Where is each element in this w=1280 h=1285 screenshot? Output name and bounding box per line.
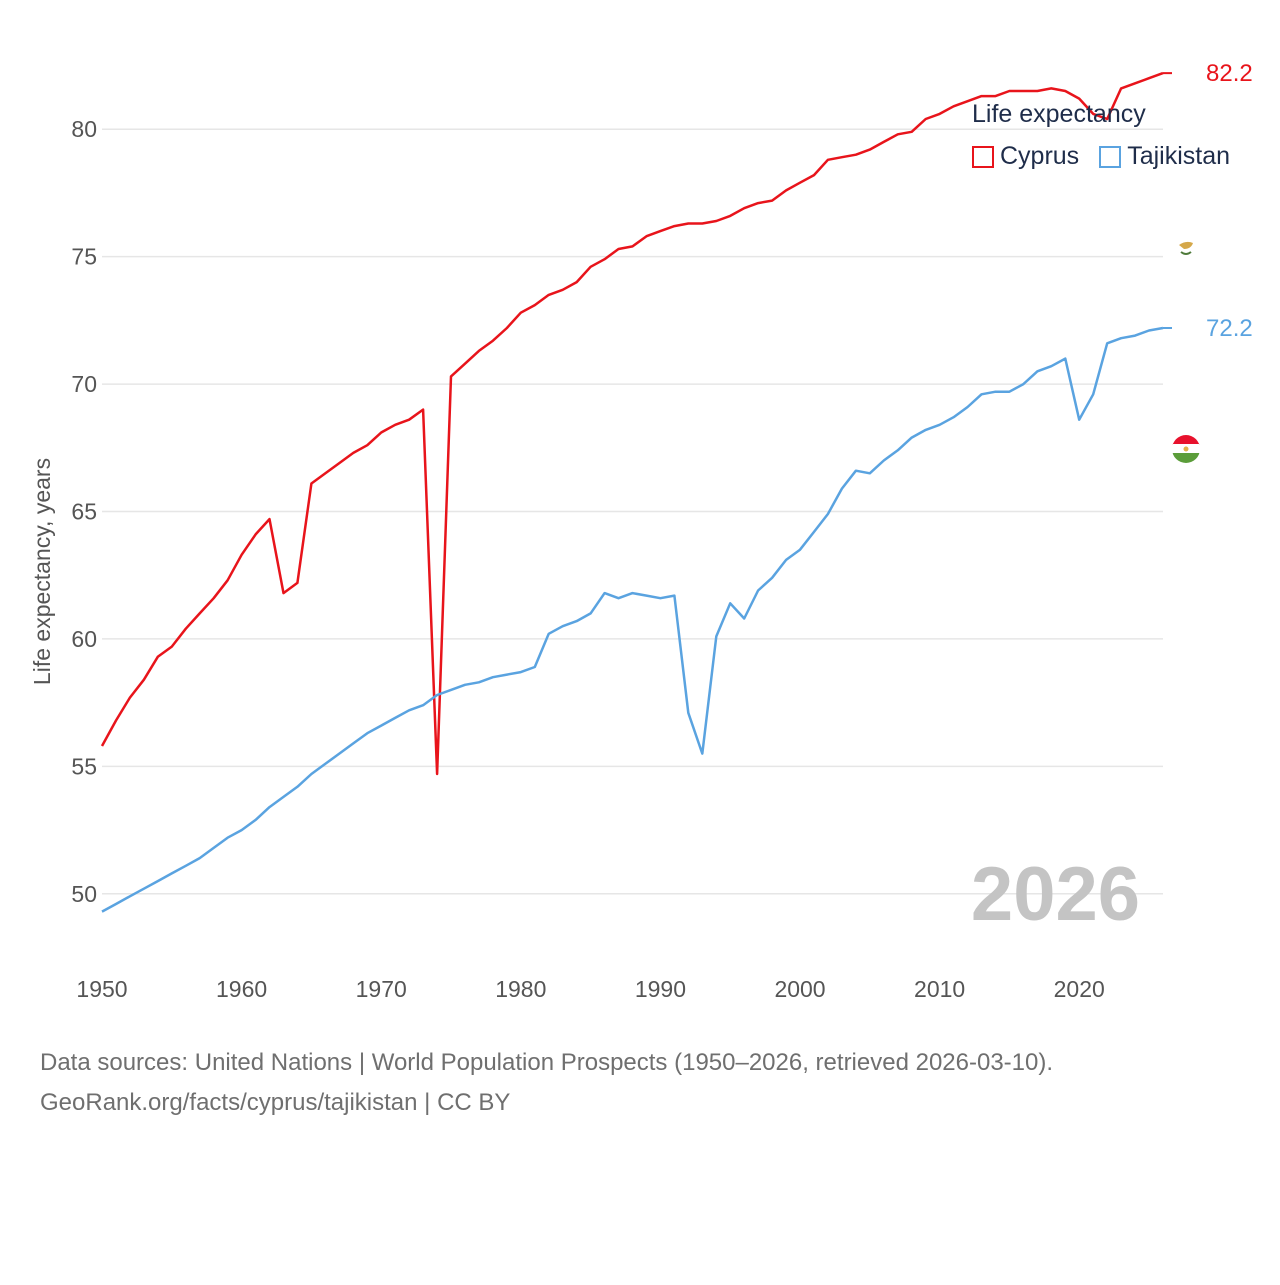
tajikistan-flag-icon [1172, 435, 1200, 463]
legend: Cyprus Tajikistan [972, 142, 1250, 171]
series-line-tajikistan [101, 326, 1164, 913]
x-tick-label: 1960 [216, 976, 267, 1002]
legend-item-tajikistan[interactable]: Tajikistan [1099, 142, 1230, 171]
legend-item-cyprus[interactable]: Cyprus [972, 142, 1079, 171]
legend-swatch-tajikistan [1099, 145, 1122, 168]
x-tick-label: 2010 [914, 976, 965, 1002]
x-tick-label: 2020 [1054, 976, 1105, 1002]
legend-swatch-cyprus [972, 145, 994, 168]
legend-title: Life expectancy [972, 100, 1146, 128]
y-tick-label: 55 [71, 753, 97, 779]
x-tick-label: 1950 [76, 976, 127, 1002]
y-tick-label: 75 [71, 244, 97, 270]
y-tick-label: 70 [71, 371, 97, 397]
y-tick-label: 60 [71, 626, 97, 652]
series-line-cyprus [100, 71, 1164, 776]
x-tick-label: 1990 [635, 976, 686, 1002]
end-value-label-cyprus: 82.2 [1206, 60, 1253, 87]
y-tick-label: 65 [71, 499, 97, 525]
x-tick-label: 1970 [356, 976, 407, 1002]
legend-label-cyprus: Cyprus [1000, 142, 1080, 170]
end-value-label-tajikistan: 72.2 [1206, 315, 1253, 342]
source-line-1: Data sources: United Nations | World Pop… [40, 1049, 1054, 1076]
cyprus-flag-icon [1172, 234, 1200, 262]
y-tick-label: 50 [71, 881, 97, 907]
y-tick-label: 80 [71, 116, 97, 142]
x-tick-label: 2000 [774, 976, 825, 1002]
source-line-2: GeoRank.org/facts/cyprus/tajikistan | CC… [40, 1089, 511, 1116]
y-axis-title: Life expectancy, years [29, 458, 55, 685]
year-watermark: 2026 [971, 852, 1140, 937]
legend-label-tajikistan: Tajikistan [1127, 142, 1231, 170]
data-source-note: Data sources: United Nations | World Pop… [40, 1043, 1053, 1123]
x-tick-label: 1980 [495, 976, 546, 1002]
